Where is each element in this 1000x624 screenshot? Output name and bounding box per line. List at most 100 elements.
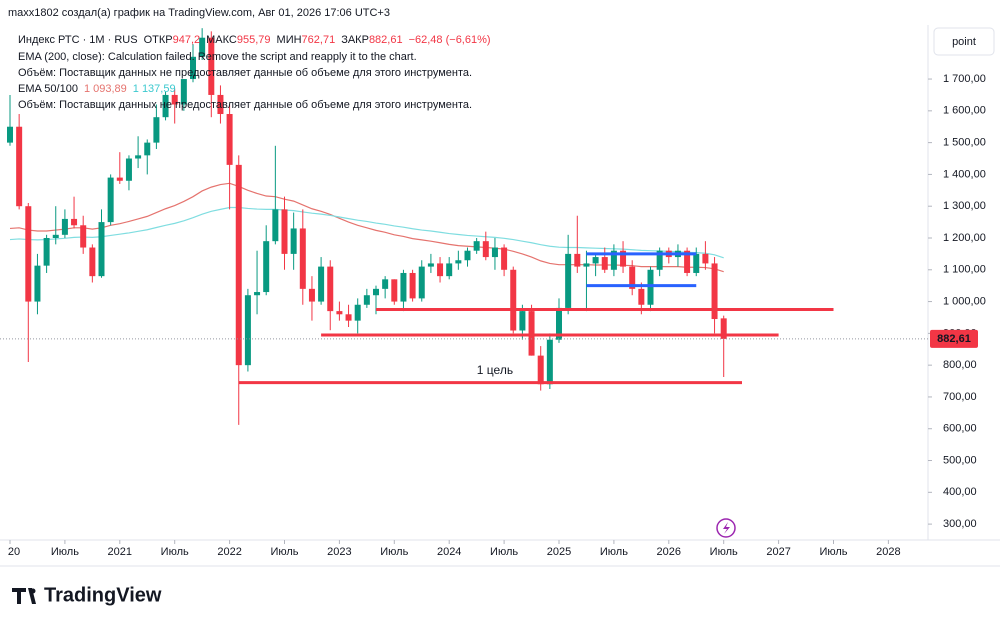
- candle-body: [208, 37, 215, 95]
- x-tick-label: Июль: [819, 546, 847, 558]
- volume-note: Объём: Поставщик данных не предоставляет…: [18, 99, 472, 111]
- candle-body: [583, 263, 590, 267]
- candle-body: [308, 288, 315, 302]
- ema50-value: 1 093,89: [84, 83, 127, 95]
- y-tick-label: 1 600,00: [943, 105, 986, 117]
- candle-body: [80, 225, 87, 248]
- ema-label: EMA 50/100: [18, 83, 78, 95]
- plot-area: [7, 28, 834, 425]
- candle-body: [638, 288, 645, 305]
- candle-body: [25, 206, 32, 302]
- point-button[interactable]: [933, 27, 995, 56]
- candle-body: [647, 269, 654, 305]
- x-tick-label: 2022: [217, 546, 241, 558]
- symbol: Индекс РТС · 1M · RUS: [18, 34, 138, 46]
- candle-body: [235, 164, 242, 366]
- candle-body: [574, 253, 581, 267]
- y-tick-label: 1 200,00: [943, 232, 986, 244]
- candle-body: [656, 250, 663, 270]
- last-price-label: 882,61: [937, 333, 971, 345]
- x-tick-label: Июль: [710, 546, 738, 558]
- high-label: МАКС: [206, 34, 237, 46]
- candle-body: [43, 237, 50, 266]
- candle-body: [629, 266, 636, 289]
- candle-body: [427, 263, 434, 267]
- candle-body: [565, 253, 572, 308]
- candle-body: [217, 94, 224, 115]
- x-tick-label: 2021: [108, 546, 132, 558]
- y-tick-label: 300,00: [943, 518, 977, 530]
- candle-body: [281, 209, 288, 254]
- x-tick-label: Июль: [270, 546, 298, 558]
- candle-body: [601, 257, 608, 270]
- candle-body: [71, 218, 78, 226]
- candle-body: [89, 247, 96, 277]
- candle-body: [254, 292, 261, 296]
- candle-body: [318, 266, 325, 302]
- candle-body: [299, 228, 306, 289]
- candle-body: [391, 279, 398, 302]
- y-tick-label: 1 500,00: [943, 137, 986, 149]
- candle-body: [409, 272, 416, 299]
- candle-body: [125, 158, 132, 181]
- x-tick-label: 2028: [876, 546, 900, 558]
- candle-body: [135, 155, 142, 159]
- legend: Индекс РТС · 1M · RUS ОТКР947,2 МАКС955,79…: [18, 34, 491, 111]
- x-tick-label: Июль: [161, 546, 189, 558]
- candle-body: [702, 253, 709, 264]
- candle-body: [437, 263, 444, 277]
- candle-body: [501, 247, 508, 270]
- candle-body: [418, 266, 425, 299]
- candle-body: [272, 209, 279, 242]
- candle-body: [34, 265, 41, 302]
- candle-body: [336, 311, 343, 315]
- candle-body: [52, 234, 59, 238]
- candle-body: [711, 263, 718, 320]
- candle-body: [446, 263, 453, 277]
- x-tick-label: 2026: [657, 546, 681, 558]
- candle-body: [373, 288, 379, 296]
- x-tick-label: Июль: [490, 546, 518, 558]
- candle-body: [199, 37, 206, 57]
- point-button-label[interactable]: point: [952, 36, 976, 48]
- candle-body: [244, 295, 251, 366]
- candle-body: [363, 295, 370, 305]
- high: 955,79: [237, 34, 271, 46]
- ema200-note: EMA (200, close): Calculation failed. Re…: [18, 51, 417, 63]
- y-tick-label: 1 400,00: [943, 168, 986, 180]
- candle-body: [116, 177, 123, 181]
- x-tick-label: Июль: [51, 546, 79, 558]
- candle-body: [464, 250, 471, 261]
- x-tick-label: 2023: [327, 546, 351, 558]
- credit: maxx1802 создал(а) график на TradingView…: [8, 7, 390, 19]
- candle-body: [153, 117, 160, 143]
- x-tick-label: 2027: [766, 546, 790, 558]
- alert-icon[interactable]: [716, 518, 736, 538]
- candle-body: [345, 314, 352, 321]
- candle-body: [144, 142, 151, 156]
- low-label: МИН: [277, 34, 302, 46]
- candle-body: [7, 126, 13, 143]
- y-tick-label: 600,00: [943, 423, 977, 435]
- candle-body: [226, 114, 233, 165]
- candle-body: [473, 241, 480, 251]
- candle-body: [610, 250, 617, 270]
- candle-body: [290, 228, 297, 254]
- logo-text: TradingView: [44, 584, 162, 606]
- y-tick-label: 1 000,00: [943, 295, 986, 307]
- candle-body: [693, 253, 700, 273]
- last-price-box: [930, 329, 978, 348]
- candle-body: [327, 266, 334, 312]
- y-tick-label: 700,00: [943, 391, 977, 403]
- open-label: ОТКР: [144, 34, 173, 46]
- candle-body: [556, 307, 562, 340]
- close-label: ЗАКР: [341, 34, 369, 46]
- x-tick-label: Июль: [600, 546, 628, 558]
- x-tick-label: Июль: [380, 546, 408, 558]
- y-tick-label: 800,00: [943, 359, 977, 371]
- candle-body: [620, 250, 627, 267]
- candle-body: [16, 126, 23, 207]
- candle-body: [354, 304, 361, 321]
